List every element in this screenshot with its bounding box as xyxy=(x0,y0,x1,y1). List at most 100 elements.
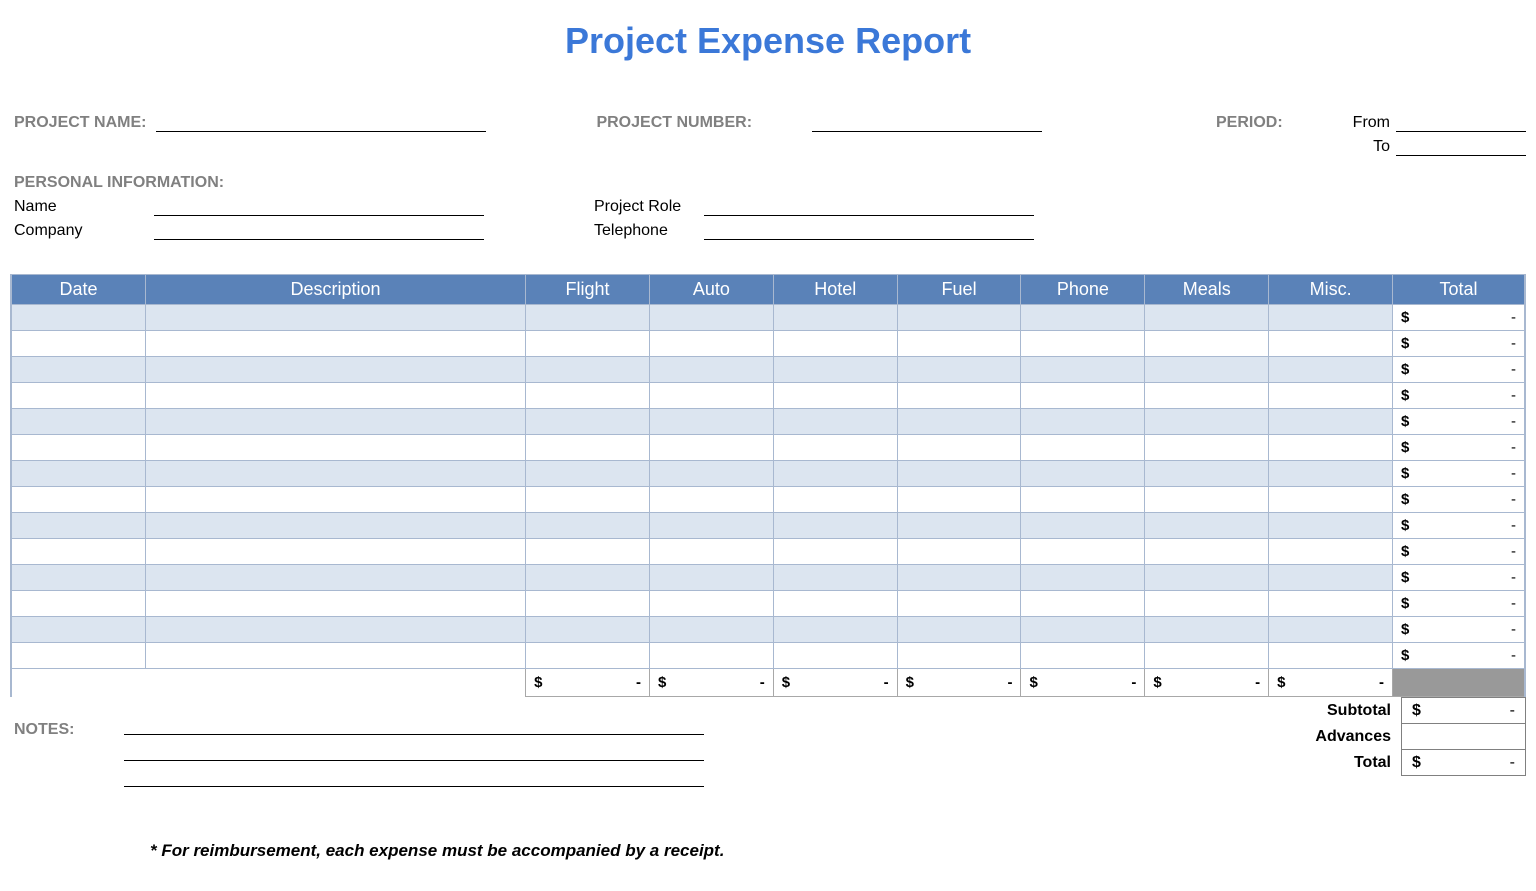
telephone-field[interactable] xyxy=(704,220,1034,240)
table-cell[interactable] xyxy=(146,617,526,643)
table-cell[interactable] xyxy=(897,643,1021,669)
table-cell[interactable] xyxy=(773,435,897,461)
table-cell[interactable] xyxy=(1021,539,1145,565)
table-cell[interactable] xyxy=(897,435,1021,461)
table-cell[interactable] xyxy=(11,435,146,461)
table-cell[interactable] xyxy=(1021,487,1145,513)
table-cell[interactable] xyxy=(1145,461,1269,487)
table-cell[interactable] xyxy=(1269,357,1393,383)
advances-value[interactable] xyxy=(1402,724,1526,750)
company-field[interactable] xyxy=(154,220,484,240)
table-cell[interactable] xyxy=(1145,487,1269,513)
table-cell[interactable] xyxy=(1021,461,1145,487)
table-cell[interactable] xyxy=(1269,383,1393,409)
table-cell[interactable] xyxy=(146,305,526,331)
table-cell[interactable] xyxy=(649,643,773,669)
table-cell[interactable] xyxy=(1145,383,1269,409)
table-cell[interactable] xyxy=(897,357,1021,383)
table-cell[interactable] xyxy=(773,643,897,669)
table-cell[interactable] xyxy=(1269,435,1393,461)
table-cell[interactable] xyxy=(1269,617,1393,643)
table-cell[interactable] xyxy=(773,409,897,435)
project-name-field[interactable] xyxy=(156,112,486,132)
table-cell[interactable] xyxy=(1269,409,1393,435)
table-cell[interactable] xyxy=(526,435,650,461)
table-cell[interactable] xyxy=(897,539,1021,565)
table-cell[interactable] xyxy=(11,357,146,383)
table-cell[interactable] xyxy=(649,383,773,409)
table-cell[interactable] xyxy=(897,617,1021,643)
table-cell[interactable] xyxy=(526,591,650,617)
table-cell[interactable] xyxy=(1269,539,1393,565)
table-cell[interactable] xyxy=(773,461,897,487)
table-cell[interactable] xyxy=(146,565,526,591)
table-cell[interactable] xyxy=(1145,513,1269,539)
table-cell[interactable] xyxy=(1021,565,1145,591)
table-cell[interactable] xyxy=(1021,435,1145,461)
table-cell[interactable] xyxy=(1269,305,1393,331)
table-cell[interactable] xyxy=(773,357,897,383)
table-cell[interactable] xyxy=(526,513,650,539)
table-cell[interactable] xyxy=(1021,383,1145,409)
table-cell[interactable] xyxy=(146,643,526,669)
table-cell[interactable] xyxy=(1145,539,1269,565)
table-cell[interactable] xyxy=(1269,643,1393,669)
table-cell[interactable] xyxy=(526,331,650,357)
table-cell[interactable] xyxy=(526,487,650,513)
table-cell[interactable] xyxy=(897,383,1021,409)
project-role-field[interactable] xyxy=(704,196,1034,216)
table-cell[interactable] xyxy=(11,487,146,513)
table-cell[interactable] xyxy=(11,591,146,617)
table-cell[interactable] xyxy=(649,331,773,357)
table-cell[interactable] xyxy=(1269,461,1393,487)
table-cell[interactable] xyxy=(11,331,146,357)
table-cell[interactable] xyxy=(526,539,650,565)
notes-line-3[interactable] xyxy=(124,765,704,787)
table-cell[interactable] xyxy=(1269,487,1393,513)
table-cell[interactable] xyxy=(526,565,650,591)
notes-line-1[interactable] xyxy=(124,713,704,735)
table-cell[interactable] xyxy=(1269,513,1393,539)
table-cell[interactable] xyxy=(526,357,650,383)
table-cell[interactable] xyxy=(11,643,146,669)
table-cell[interactable] xyxy=(649,435,773,461)
table-cell[interactable] xyxy=(897,513,1021,539)
table-cell[interactable] xyxy=(1021,305,1145,331)
table-cell[interactable] xyxy=(11,461,146,487)
name-field[interactable] xyxy=(154,196,484,216)
table-cell[interactable] xyxy=(897,591,1021,617)
table-cell[interactable] xyxy=(1021,591,1145,617)
table-cell[interactable] xyxy=(146,435,526,461)
table-cell[interactable] xyxy=(897,331,1021,357)
project-number-field[interactable] xyxy=(812,112,1042,132)
table-cell[interactable] xyxy=(773,591,897,617)
table-cell[interactable] xyxy=(1145,409,1269,435)
table-cell[interactable] xyxy=(146,461,526,487)
table-cell[interactable] xyxy=(897,461,1021,487)
table-cell[interactable] xyxy=(649,461,773,487)
table-cell[interactable] xyxy=(526,305,650,331)
table-cell[interactable] xyxy=(649,409,773,435)
period-from-field[interactable] xyxy=(1396,112,1526,132)
table-cell[interactable] xyxy=(1269,331,1393,357)
table-cell[interactable] xyxy=(146,331,526,357)
table-cell[interactable] xyxy=(649,513,773,539)
table-cell[interactable] xyxy=(526,643,650,669)
period-to-field[interactable] xyxy=(1396,136,1526,156)
table-cell[interactable] xyxy=(773,539,897,565)
table-cell[interactable] xyxy=(1145,643,1269,669)
table-cell[interactable] xyxy=(773,305,897,331)
table-cell[interactable] xyxy=(11,383,146,409)
table-cell[interactable] xyxy=(146,409,526,435)
table-cell[interactable] xyxy=(649,617,773,643)
table-cell[interactable] xyxy=(897,305,1021,331)
table-cell[interactable] xyxy=(1269,591,1393,617)
table-cell[interactable] xyxy=(526,383,650,409)
table-cell[interactable] xyxy=(11,539,146,565)
table-cell[interactable] xyxy=(1145,357,1269,383)
table-cell[interactable] xyxy=(1021,357,1145,383)
table-cell[interactable] xyxy=(649,305,773,331)
table-cell[interactable] xyxy=(1269,565,1393,591)
table-cell[interactable] xyxy=(897,487,1021,513)
table-cell[interactable] xyxy=(773,487,897,513)
